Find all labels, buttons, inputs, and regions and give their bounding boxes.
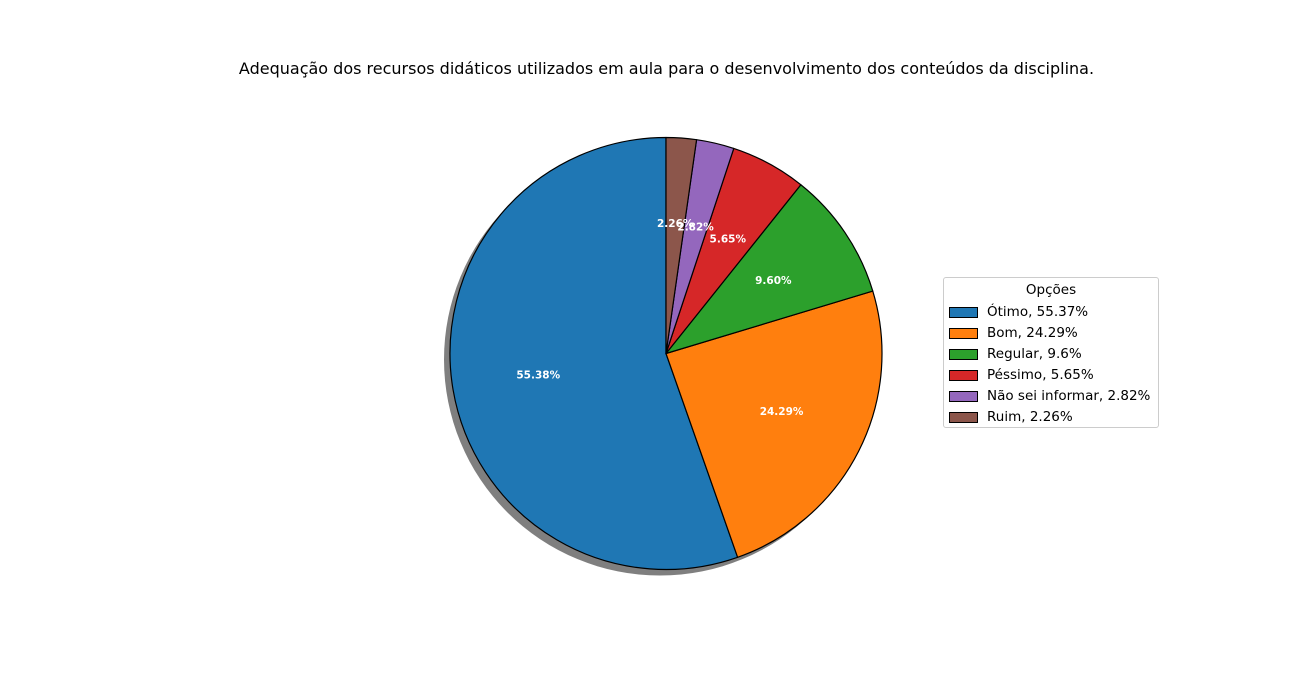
legend-label: Bom, 24.29% (987, 325, 1078, 341)
legend-swatch (949, 370, 978, 381)
legend-item: Regular, 9.6% (944, 344, 1158, 365)
pie-labels: 55.38% 24.29% 9.60% 5.65%2.82%2.26% (516, 218, 804, 418)
legend-item: Ótimo, 55.37% (944, 302, 1158, 323)
legend-swatch (949, 328, 978, 339)
slice-percent-label: 5.65% (710, 234, 747, 246)
pie-slice (665, 290, 883, 558)
legend-label: Não sei informar, 2.82% (987, 388, 1151, 404)
legend-label: Ruim, 2.26% (987, 409, 1073, 425)
pie-slice (665, 136, 698, 355)
legend-item: Bom, 24.29% (944, 323, 1158, 344)
slice-percent-label: 2.82% (677, 221, 714, 233)
pie-slices (449, 136, 883, 571)
legend-label: Ótimo, 55.37% (987, 304, 1089, 320)
legend-swatch (949, 412, 978, 423)
legend-swatch (949, 391, 978, 402)
slice-percent-label: 2.26% (657, 218, 694, 230)
legend-label: Regular, 9.6% (987, 346, 1082, 362)
legend-item: Ruim, 2.26% (944, 407, 1158, 428)
legend-label: Péssimo, 5.65% (987, 367, 1094, 383)
legend: Opções Ótimo, 55.37% Bom, 24.29% Regular, … (943, 277, 1159, 428)
slice-percent-label: 24.29% (760, 406, 804, 418)
legend-swatch (949, 349, 978, 360)
legend-title: Opções (1025, 282, 1077, 298)
legend-swatch (949, 307, 978, 318)
slice-percent-label: 55.38% (516, 369, 560, 381)
legend-items: Ótimo, 55.37% Bom, 24.29% Regular, 9.6% Pés… (944, 302, 1158, 428)
slice-percent-label: 9.60% (755, 275, 792, 287)
legend-item: Não sei informar, 2.82% (944, 386, 1158, 407)
legend-item: Péssimo, 5.65% (944, 365, 1158, 386)
chart-title: Adequação dos recursos didáticos utiliza… (238, 59, 1095, 78)
pie-slice (665, 184, 874, 355)
